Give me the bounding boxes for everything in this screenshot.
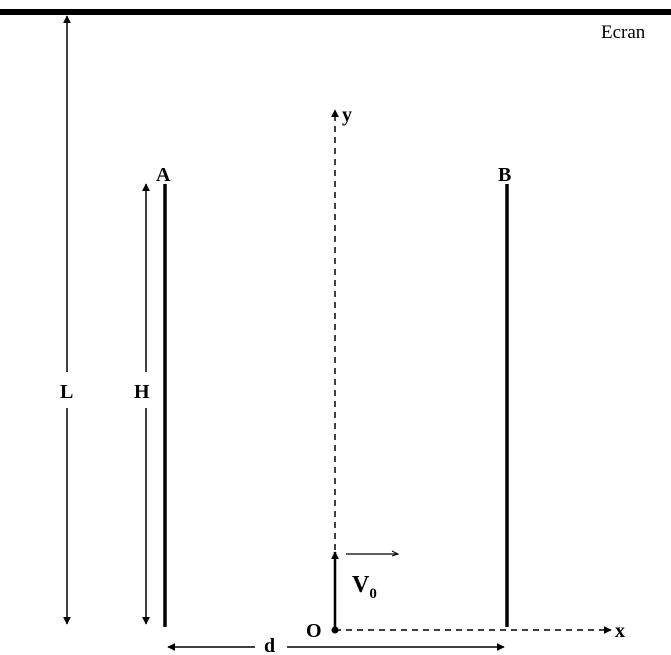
height-label: H	[134, 381, 150, 403]
velocity-overline-tip	[391, 550, 400, 557]
origin-label: O	[306, 620, 322, 642]
plate-a-label: A	[156, 164, 171, 186]
x-axis-label: x	[615, 620, 625, 642]
y-axis-label: y	[342, 104, 352, 126]
distance-label: d	[264, 635, 275, 655]
velocity-label: V0	[352, 572, 377, 602]
velocity-subscript: 0	[369, 586, 377, 602]
screen-label: Ecran	[601, 22, 646, 43]
plate-b-label: B	[498, 164, 511, 186]
origin-point	[331, 626, 339, 634]
length-label: L	[60, 381, 73, 403]
velocity-symbol: V	[352, 572, 370, 598]
